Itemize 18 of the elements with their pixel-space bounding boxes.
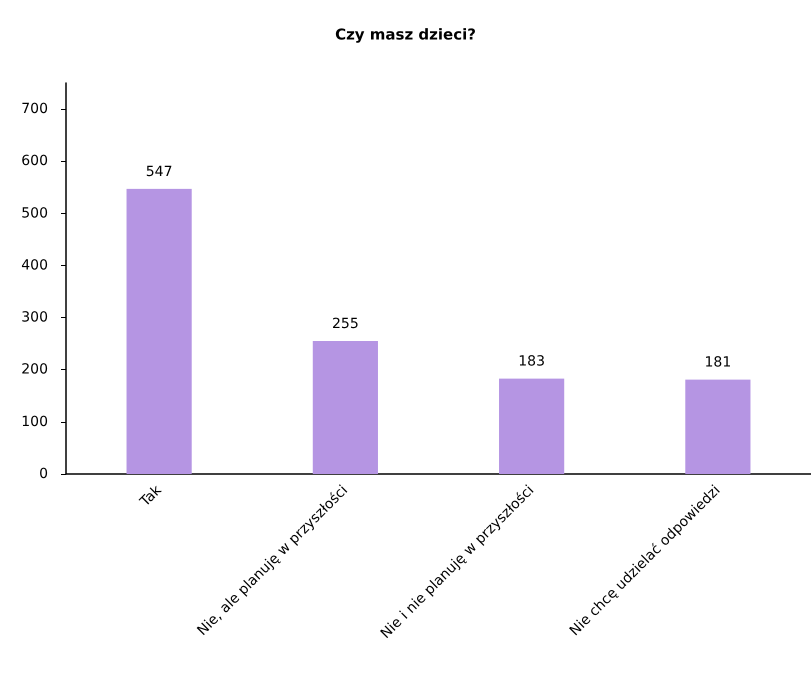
y-tick-label: 400 xyxy=(21,257,48,274)
bar xyxy=(499,378,564,474)
bar xyxy=(126,188,192,474)
y-tick-label: 200 xyxy=(21,362,48,378)
chart-title: Czy masz dzieci? xyxy=(335,26,476,44)
data-label: 181 xyxy=(704,354,732,371)
data-label: 255 xyxy=(332,316,359,332)
data-label: 547 xyxy=(146,164,172,180)
x-tick-label: Tak xyxy=(136,482,166,511)
data-label: 183 xyxy=(518,354,545,370)
y-tick-label: 300 xyxy=(21,310,48,326)
bar xyxy=(312,341,378,474)
y-tick-label: 0 xyxy=(39,466,48,482)
y-tick-label: 500 xyxy=(21,205,48,222)
bar xyxy=(685,380,750,474)
y-tick-label: 700 xyxy=(21,101,48,118)
y-tick-label: 600 xyxy=(21,153,48,170)
y-tick-label: 100 xyxy=(21,414,48,430)
